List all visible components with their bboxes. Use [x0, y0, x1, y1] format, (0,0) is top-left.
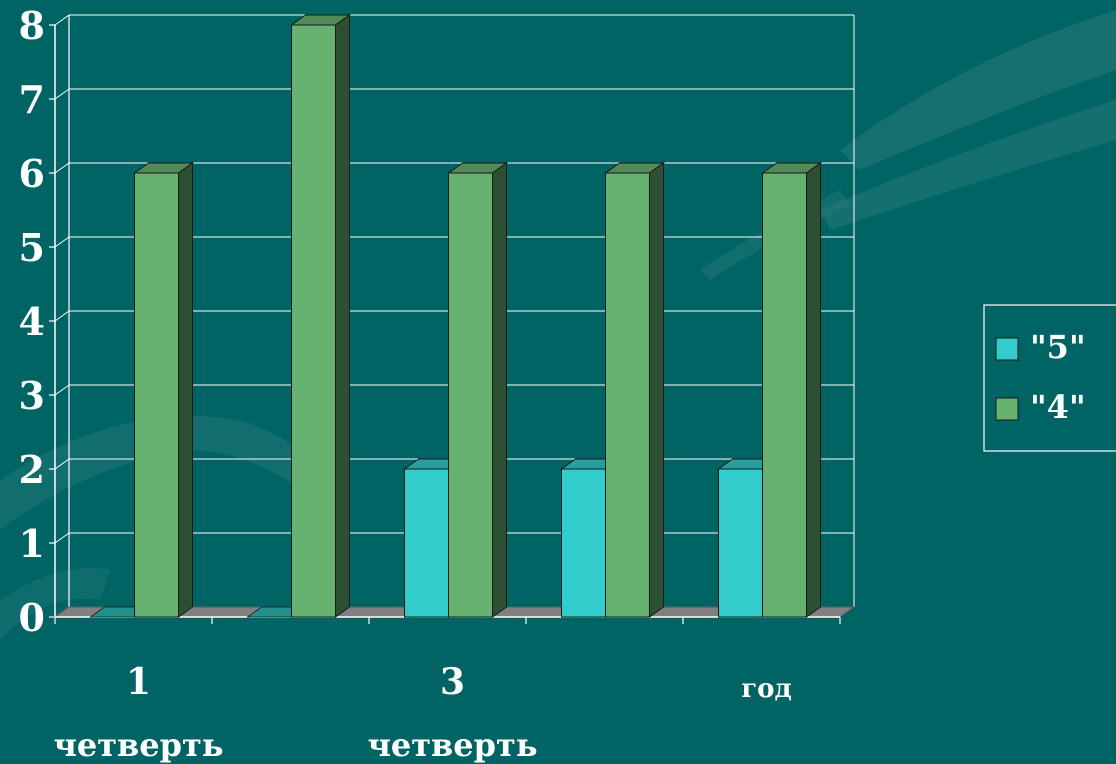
legend: "5" "4": [983, 304, 1116, 452]
y-tick-label: 1: [19, 521, 45, 566]
bar: [446, 162, 509, 618]
bar-side: [492, 162, 507, 618]
bar-front: [404, 468, 449, 618]
legend-label: "5": [1030, 328, 1086, 366]
y-tick-label: 7: [19, 77, 45, 122]
bar-front: [605, 172, 650, 618]
bar: [603, 162, 666, 618]
bar: [760, 162, 823, 618]
gridline-side: [54, 384, 70, 396]
bar-front: [561, 468, 606, 618]
gridline-side: [54, 88, 70, 100]
y-tick-label: 3: [19, 373, 45, 418]
bar: [289, 14, 352, 618]
legend-box: [983, 304, 1116, 452]
legend-label: "4": [1030, 388, 1086, 426]
x-tick-label-line2: четверть: [367, 726, 537, 764]
bar: [132, 162, 195, 618]
x-tick-label: 3: [440, 661, 465, 703]
bars-layer: [89, 14, 823, 618]
gridline-side: [54, 14, 70, 26]
legend-swatch: [995, 397, 1019, 421]
gridline-side: [54, 236, 70, 248]
bar-front: [134, 172, 179, 618]
y-tick-label: 0: [19, 595, 45, 640]
gridline-side: [54, 458, 70, 470]
x-tick-label-line2: четверть: [53, 726, 223, 764]
legend-swatch: [995, 337, 1019, 361]
gridline-side: [54, 532, 70, 544]
x-tick-label: год: [741, 674, 792, 704]
x-tick-label: 1: [126, 661, 151, 703]
bar-front: [762, 172, 807, 618]
y-tick-label: 6: [19, 151, 45, 196]
y-tick-label: 4: [19, 299, 45, 344]
bar-side: [649, 162, 664, 618]
gridline-side: [54, 162, 70, 174]
y-tick-label: 5: [19, 225, 45, 270]
bar-side: [178, 162, 193, 618]
labels-layer: 0 1 2 3 4 5 6 7 8 1 четверть 3 четверть год: [19, 3, 792, 764]
bar-front: [718, 468, 763, 618]
bar-side: [806, 162, 821, 618]
y-tick-label: 8: [19, 3, 45, 48]
bar-side: [335, 14, 350, 618]
y-tick-label: 2: [19, 447, 45, 492]
bar-front: [448, 172, 493, 618]
gridline-side: [54, 310, 70, 322]
bar-front: [291, 24, 336, 618]
